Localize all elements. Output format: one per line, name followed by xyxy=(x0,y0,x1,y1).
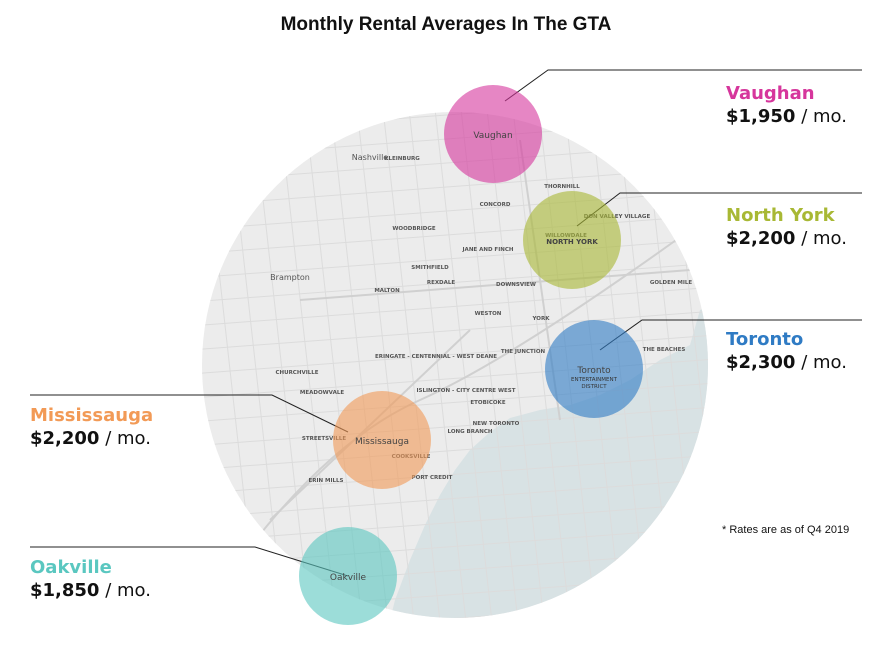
place-label: Nashville xyxy=(352,153,389,162)
city-name-north-york: North York xyxy=(726,205,835,226)
bubble-label: Mississauga xyxy=(355,437,409,447)
city-label-toronto: Toronto $2,300 / mo. xyxy=(726,329,847,375)
city-price-vaughan: $1,950 / mo. xyxy=(726,106,847,127)
bubble-toronto xyxy=(545,320,643,418)
city-price-north-york: $2,200 / mo. xyxy=(726,228,847,249)
place-label: THE BEACHES xyxy=(643,347,686,353)
place-label: THORNHILL xyxy=(544,184,580,190)
city-label-vaughan: Vaughan $1,950 / mo. xyxy=(726,83,847,129)
place-label: MEADOWVALE xyxy=(300,390,344,396)
place-label: ERINGATE - CENTENNIAL - WEST DEANE xyxy=(375,354,497,360)
bubble-oakville xyxy=(299,527,397,625)
map-title: Monthly Rental Averages In The GTA xyxy=(280,14,612,35)
city-bubbles: Vaughan NORTH YORK TorontoENTERTAINMENTDIS… xyxy=(299,85,643,625)
city-name-mississauga: Mississauga xyxy=(30,405,154,426)
place-label: YORK xyxy=(532,316,551,322)
place-label: WESTON xyxy=(475,311,502,317)
place-label: THE JUNCTION xyxy=(501,349,546,355)
bubble-label: Oakville xyxy=(330,573,367,583)
city-label-mississauga: Mississauga $2,200 / mo. xyxy=(30,405,153,451)
place-label: WOODBRIDGE xyxy=(392,226,436,232)
city-name-oakville: Oakville xyxy=(30,557,112,578)
bubble-mississauga xyxy=(333,391,431,489)
place-label: SMITHFIELD xyxy=(411,265,449,271)
place-label: DON VALLEY VILLAGE xyxy=(584,214,651,220)
place-label: GOLDEN MILE xyxy=(650,280,693,286)
bubble-sublabel: DISTRICT xyxy=(581,384,607,390)
place-label: ERIN MILLS xyxy=(308,478,343,484)
bubble-sublabel: ENTERTAINMENT xyxy=(571,377,618,383)
place-label: Brampton xyxy=(270,273,310,282)
city-price-oakville: $1,850 / mo. xyxy=(30,580,151,601)
place-label: NEW TORONTO xyxy=(473,421,520,427)
rates-footnote: * Rates are as of Q4 2019 xyxy=(722,524,850,536)
city-name-toronto: Toronto xyxy=(726,329,804,350)
city-price-mississauga: $2,200 / mo. xyxy=(30,428,151,449)
bubble-north-york xyxy=(523,191,621,289)
leader-line xyxy=(30,394,349,433)
place-label: MALTON xyxy=(374,288,400,294)
place-label: DOWNSVIEW xyxy=(496,282,536,288)
place-label: CHURCHVILLE xyxy=(275,370,318,376)
leader-line xyxy=(504,69,862,102)
place-label: CONCORD xyxy=(480,202,511,208)
bubble-vaughan xyxy=(444,85,542,183)
place-label: KLEINBURG xyxy=(384,156,420,162)
bubble-label: Vaughan xyxy=(473,131,512,141)
city-label-oakville: Oakville $1,850 / mo. xyxy=(30,557,151,603)
place-label: REXDALE xyxy=(427,280,456,286)
city-price-toronto: $2,300 / mo. xyxy=(726,352,847,373)
place-label: STREETSVILLE xyxy=(302,436,346,442)
place-label: ISLINGTON - CITY CENTRE WEST xyxy=(416,388,515,394)
place-label: JANE AND FINCH xyxy=(462,247,514,253)
place-label: PORT CREDIT xyxy=(412,475,453,481)
city-label-north-york: North York $2,200 / mo. xyxy=(726,205,847,251)
bubble-label: NORTH YORK xyxy=(546,238,598,246)
place-label: LONG BRANCH xyxy=(448,429,493,435)
bubble-label: Toronto xyxy=(576,366,611,376)
place-label: ETOBICOKE xyxy=(470,400,505,406)
city-name-vaughan: Vaughan xyxy=(726,83,815,104)
